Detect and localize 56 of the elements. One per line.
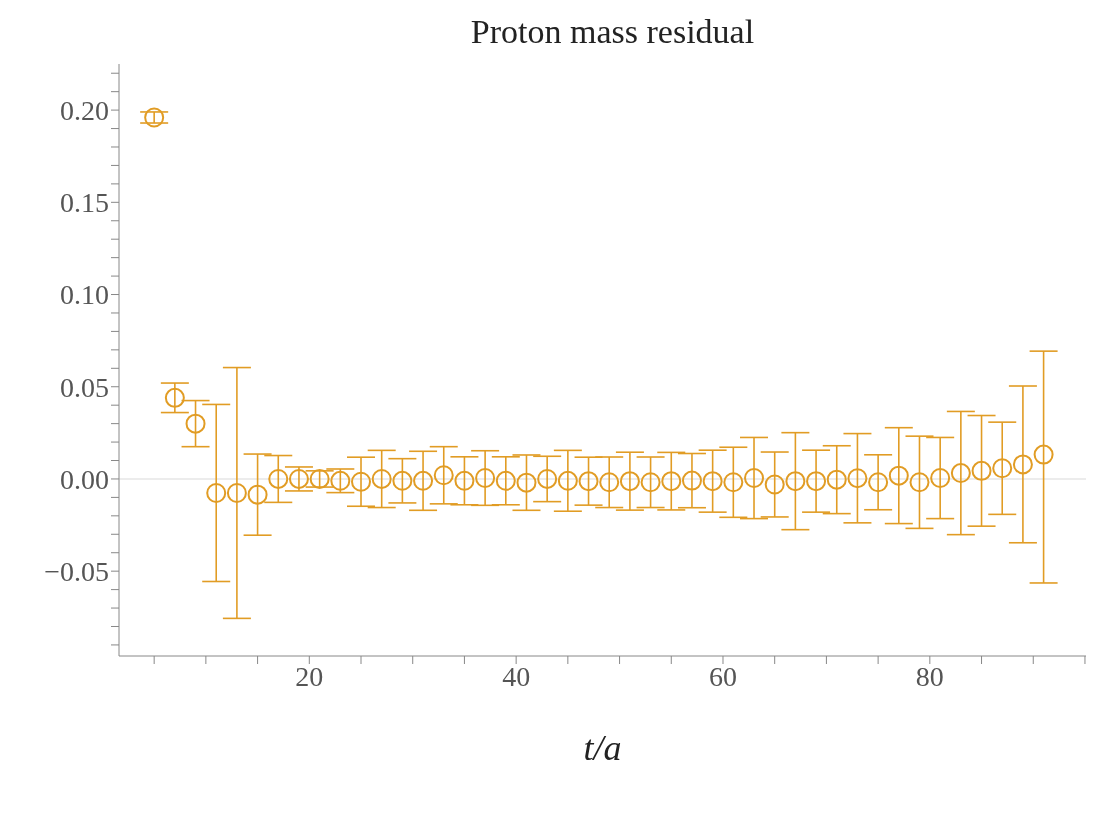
point [288, 468, 309, 489]
point [433, 465, 454, 486]
point [681, 470, 702, 491]
point [557, 470, 578, 491]
y-tick-label: 0.05 [60, 371, 109, 403]
point [868, 472, 889, 493]
point [992, 458, 1013, 479]
x-tick-label: 40 [502, 660, 531, 692]
point [392, 470, 413, 491]
point [144, 107, 165, 128]
point [806, 471, 827, 492]
y-tick-label: 0.10 [60, 279, 109, 311]
point [847, 468, 868, 489]
point [247, 484, 268, 505]
point [164, 387, 185, 408]
point [206, 482, 227, 503]
point [888, 465, 909, 486]
point [764, 474, 785, 495]
point [516, 472, 537, 493]
y-tick-label: 0.15 [60, 187, 109, 219]
y-tick-label: 0.20 [60, 95, 109, 127]
point [950, 463, 971, 484]
point [1033, 444, 1054, 465]
point [495, 470, 516, 491]
point [744, 468, 765, 489]
y-tick-label: 0.00 [60, 463, 109, 495]
x-tick-label: 80 [915, 660, 944, 692]
point [640, 472, 661, 493]
point [909, 472, 930, 493]
point [537, 468, 558, 489]
point [413, 470, 434, 491]
point [475, 468, 496, 489]
point [371, 468, 392, 489]
point [578, 471, 599, 492]
point [826, 469, 847, 490]
x-axis-title: t/a [583, 728, 622, 768]
x-tick-label: 60 [708, 660, 737, 692]
point [785, 471, 806, 492]
point [351, 471, 372, 492]
y-tick-label: −0.05 [44, 556, 109, 588]
point [268, 468, 289, 489]
point [930, 468, 951, 489]
point [454, 470, 475, 491]
point [185, 413, 206, 434]
point [702, 471, 723, 492]
chart-title: Proton mass residual [469, 12, 756, 52]
point [226, 482, 247, 503]
point [330, 470, 351, 491]
point [971, 460, 992, 481]
point [619, 471, 640, 492]
point [661, 471, 682, 492]
x-tick-label: 20 [295, 660, 324, 692]
point [1012, 454, 1033, 475]
point [309, 468, 330, 489]
point [599, 472, 620, 493]
point [723, 472, 744, 493]
